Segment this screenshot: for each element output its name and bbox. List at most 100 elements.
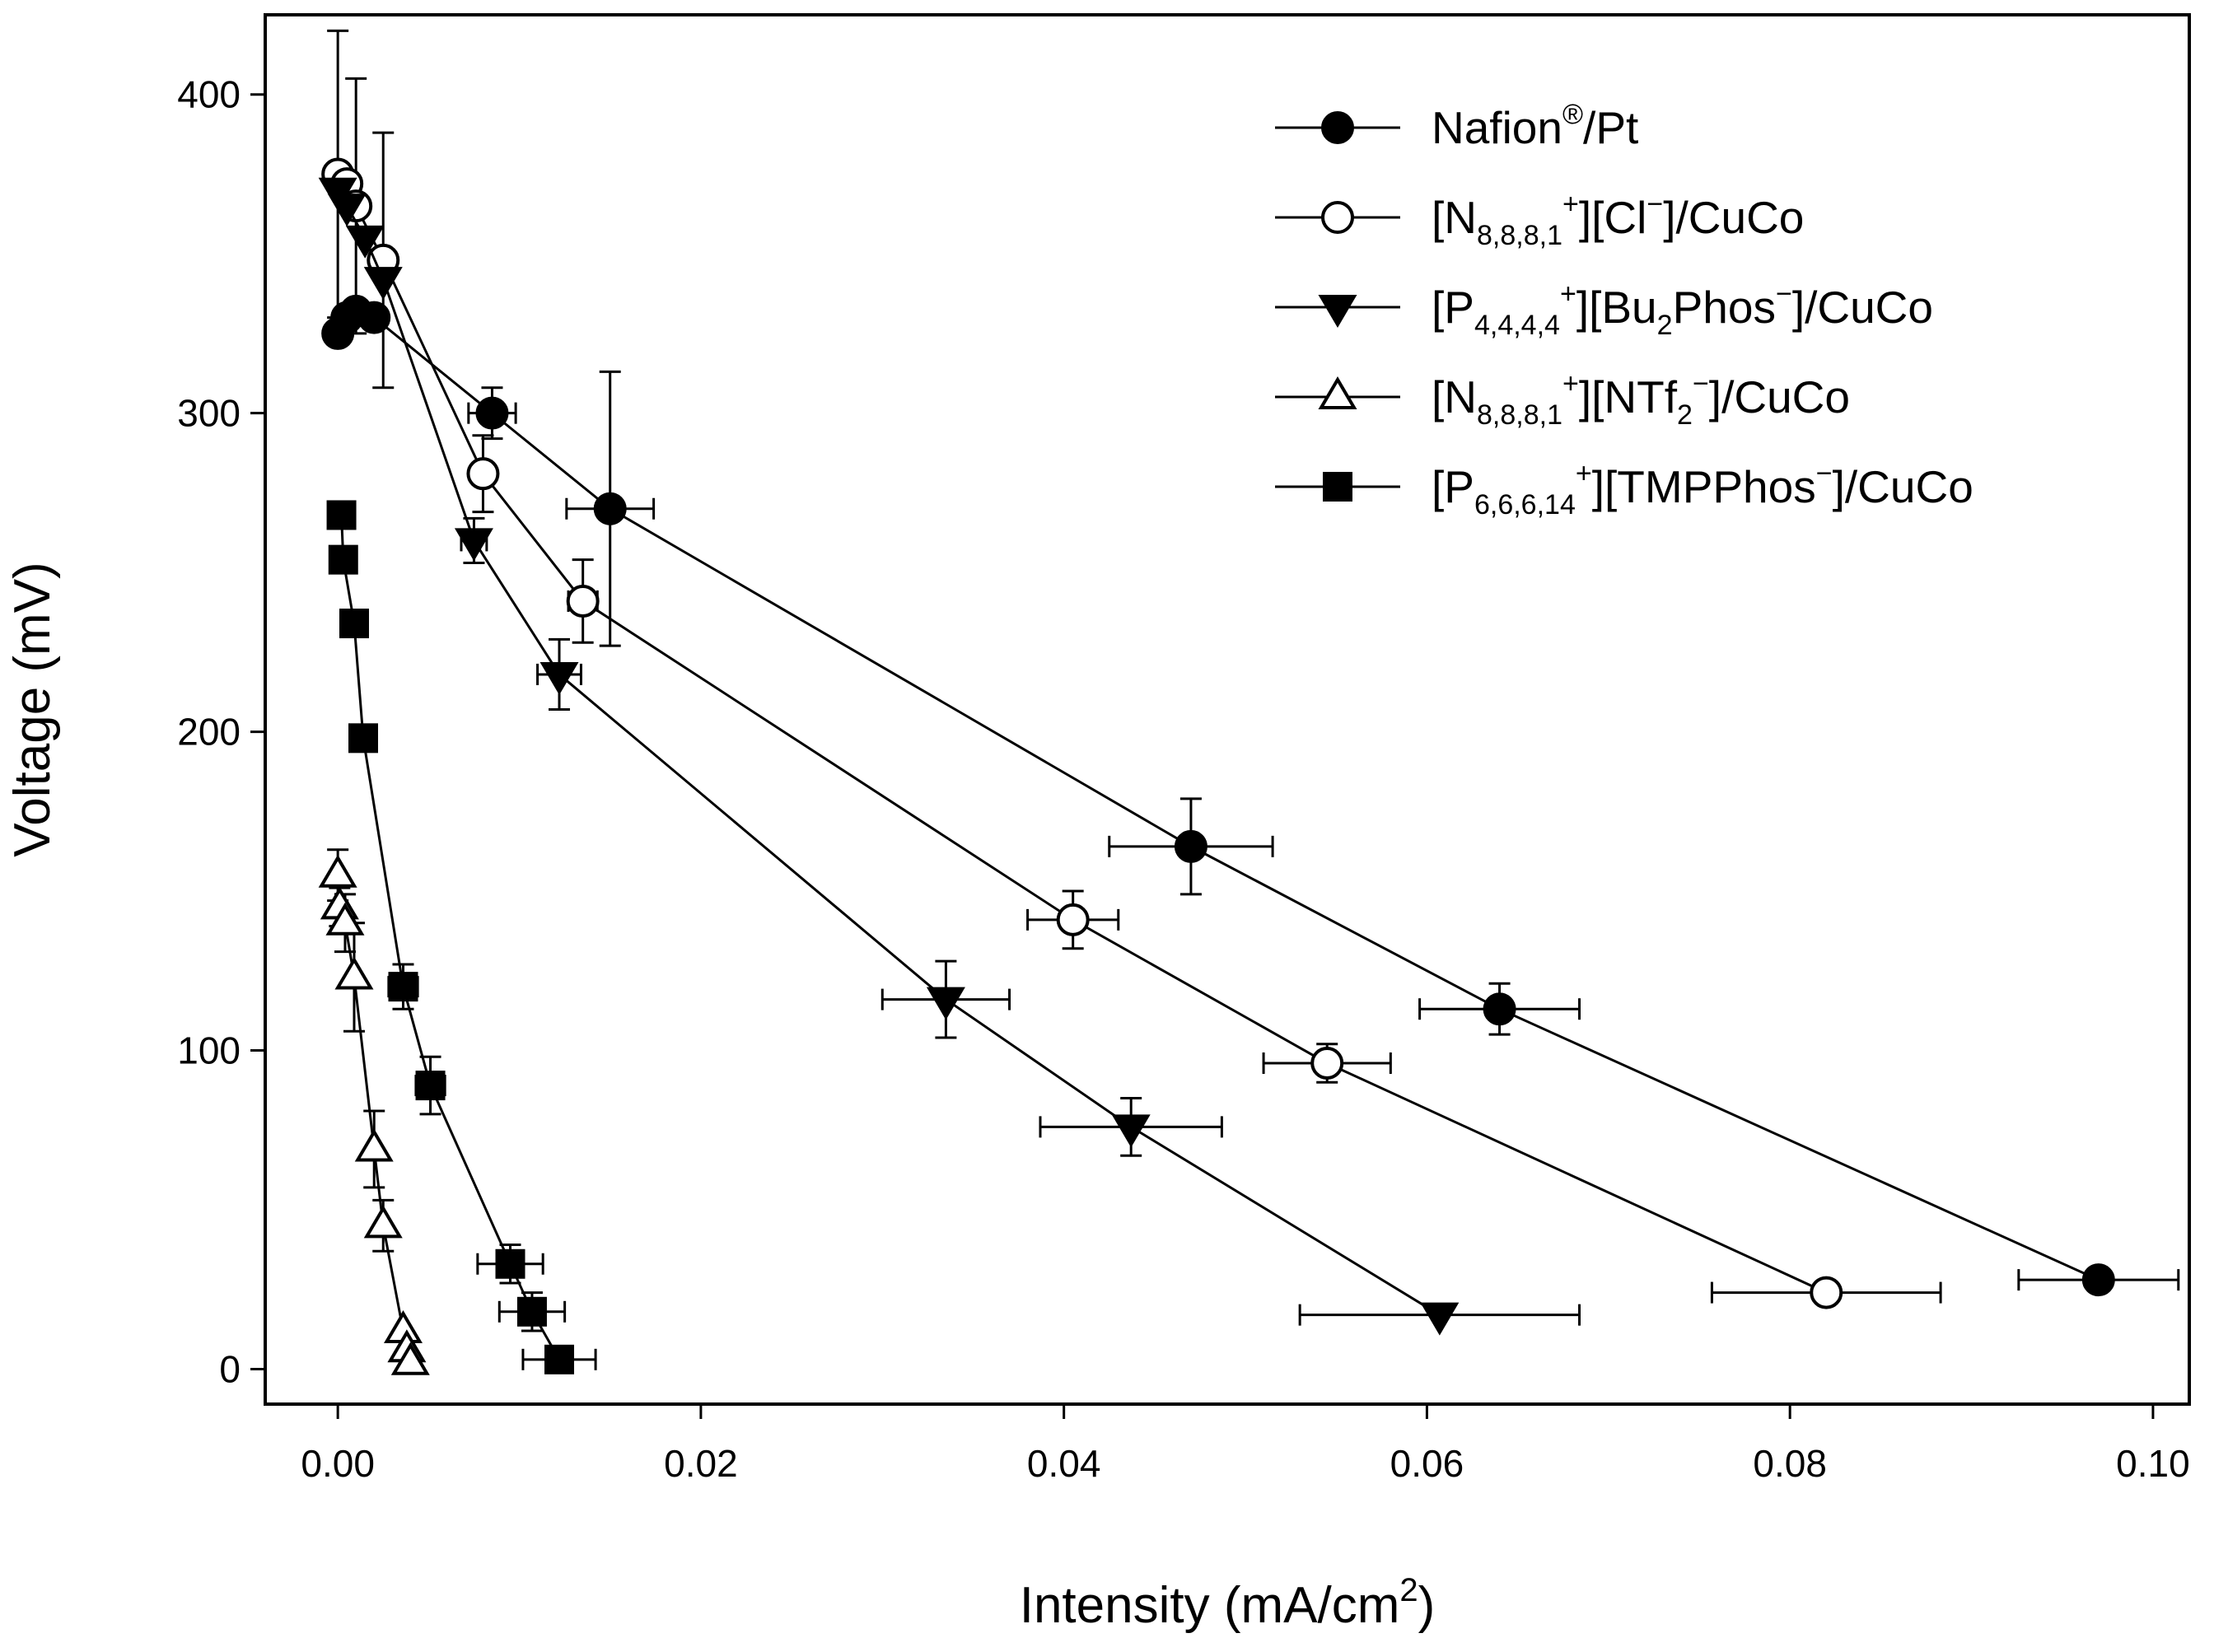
legend-label-part: ]/CuCo (1709, 371, 1850, 422)
data-point (566, 584, 600, 618)
legend-label-part: ][Bu (1576, 282, 1657, 333)
data-point (516, 1296, 547, 1327)
x-tick-label: 0.08 (1753, 1442, 1827, 1485)
legend-label-part: ][Cl (1579, 192, 1647, 243)
legend-label-part: Nafion (1432, 102, 1562, 153)
legend-label: [P4,4,4,4+][Bu2Phos−]/CuCo (1432, 278, 1933, 341)
data-point (345, 225, 385, 259)
data-point (415, 1071, 446, 1101)
series-5 (326, 500, 597, 1374)
series-1 (321, 294, 2180, 1297)
data-point (1111, 1114, 1151, 1148)
legend-label-part: [P (1432, 282, 1474, 333)
legend-label-part: 2 (1657, 310, 1673, 341)
x-tick-label: 0.04 (1027, 1442, 1101, 1485)
legend-label-part: 8,8,8,1 (1477, 220, 1562, 251)
series-layer (318, 29, 2180, 1375)
data-point (495, 1248, 525, 1279)
data-point (327, 194, 367, 227)
legend-label-part: − (1776, 278, 1792, 310)
legend-entry: [P6,6,6,14+][TMPPhos−]/CuCo (1275, 458, 1973, 520)
y-tick-label: 100 (177, 1029, 241, 1072)
data-point (466, 457, 500, 491)
data-point (926, 987, 965, 1020)
series-4 (318, 848, 430, 1375)
legend-label-part: [N (1432, 371, 1477, 422)
legend-label-part: − (1693, 368, 1709, 399)
legend-label-part: − (1646, 189, 1663, 220)
data-point (325, 902, 365, 936)
data-point (544, 1344, 575, 1374)
legend-label-part: + (1562, 189, 1579, 220)
legend-label-part: 2 (1677, 399, 1693, 431)
y-tick-label: 300 (177, 392, 241, 435)
data-point (1056, 903, 1090, 936)
data-point (348, 723, 379, 754)
data-point (2081, 1263, 2115, 1297)
legend-marker (1321, 111, 1354, 144)
legend-marker (1321, 201, 1354, 234)
legend-label-part: Phos (1673, 282, 1776, 333)
data-point (1310, 1046, 1344, 1080)
legend-label-part: ]/CuCo (1833, 461, 1973, 512)
x-tick-label: 0.02 (664, 1442, 738, 1485)
legend-label-part: ® (1562, 99, 1583, 130)
plot-frame (264, 13, 2191, 1406)
data-point (328, 544, 358, 575)
data-point (1174, 829, 1207, 863)
data-point (318, 177, 357, 211)
y-tick-label: 200 (177, 711, 241, 754)
legend-label-part: ][TMPPhos (1592, 461, 1816, 512)
x-tick-label: 0.10 (2116, 1442, 2190, 1485)
data-point (1420, 1302, 1460, 1336)
data-point (363, 1205, 403, 1239)
data-point (354, 1128, 394, 1162)
legend-label-part: [N (1432, 192, 1477, 243)
data-point (539, 661, 579, 695)
legend-entry: Nafion®/Pt (1275, 99, 1638, 153)
series-3 (318, 177, 1581, 1336)
legend-entry: [N8,8,8,1+][Cl−]/CuCo (1275, 189, 1804, 251)
x-tick-label: 0.00 (301, 1442, 375, 1485)
legend-marker (1323, 472, 1352, 502)
legend-entry: [N8,8,8,1+][NTf2−]/CuCo (1275, 368, 1850, 431)
data-point (388, 972, 418, 1002)
data-point (593, 492, 627, 525)
legend-label-part: [P (1432, 461, 1474, 512)
legend-label-part: 8,8,8,1 (1477, 399, 1562, 431)
legend-label-part: + (1576, 458, 1592, 489)
legend-label-part: − (1816, 458, 1833, 489)
y-tick-label: 400 (177, 73, 241, 116)
y-axis-title: Voltage (mV) (4, 562, 61, 856)
data-point (318, 854, 357, 888)
legend-label: [P6,6,6,14+][TMPPhos−]/CuCo (1432, 458, 1973, 520)
data-point (454, 528, 493, 562)
legend-marker (1318, 376, 1357, 409)
legend-label-part: ][NTf (1579, 371, 1678, 422)
legend-label-part: + (1562, 368, 1579, 399)
y-tick-label: 0 (219, 1347, 241, 1390)
data-point (357, 301, 391, 334)
x-axis-title: Intensity (mA/cm2) (1020, 1572, 1436, 1634)
legend-label-part: ]/CuCo (1663, 192, 1804, 243)
legend: Nafion®/Pt[N8,8,8,1+][Cl−]/CuCo[P4,4,4,4… (1275, 99, 1973, 520)
data-point (1483, 992, 1516, 1026)
legend-entry: [P4,4,4,4+][Bu2Phos−]/CuCo (1275, 278, 1933, 341)
legend-label: [N8,8,8,1+][Cl−]/CuCo (1432, 189, 1804, 251)
legend-label: Nafion®/Pt (1432, 99, 1638, 153)
legend-label-part: + (1560, 278, 1576, 310)
legend-label-part: /Pt (1583, 102, 1638, 153)
tick-layer: 0.00 0.02 0.04 0.06 0.08 0.10 0 100 200 300 400 (177, 73, 2189, 1485)
data-point (1810, 1276, 1843, 1309)
data-point (326, 500, 357, 530)
data-point (363, 267, 403, 301)
legend-label-part: 4,4,4,4 (1474, 310, 1560, 341)
legend-label-part: 6,6,6,14 (1474, 489, 1576, 520)
data-point (475, 396, 509, 430)
data-point (334, 956, 374, 990)
legend-label: [N8,8,8,1+][NTf2−]/CuCo (1432, 368, 1850, 431)
legend-marker (1318, 295, 1357, 328)
legend-label-part: ]/CuCo (1792, 282, 1933, 333)
data-point (339, 609, 369, 639)
